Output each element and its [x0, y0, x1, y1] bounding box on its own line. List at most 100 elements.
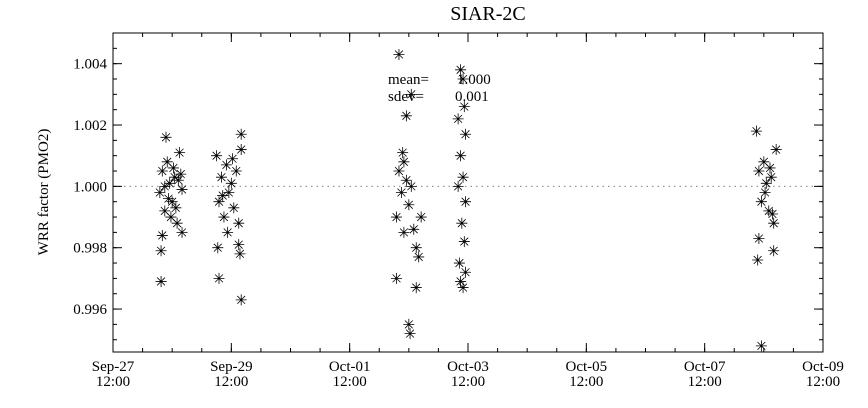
chart-title: SIAR-2C	[450, 3, 526, 25]
data-point	[235, 144, 247, 156]
data-point	[457, 282, 469, 294]
sdev-label: sdev=	[388, 89, 424, 105]
data-point	[403, 318, 415, 330]
x-tick-date: Sep-27	[92, 359, 135, 375]
x-tick-date: Sep-29	[210, 359, 253, 375]
data-point	[460, 128, 472, 140]
data-point	[457, 171, 469, 183]
data-point	[155, 275, 167, 287]
data-point	[233, 217, 245, 229]
data-point	[167, 162, 179, 174]
data-point	[753, 233, 765, 245]
data-point	[415, 211, 427, 223]
data-point	[391, 211, 403, 223]
data-point	[160, 131, 172, 143]
data-point	[172, 174, 184, 186]
data-point	[760, 177, 772, 189]
data-point	[453, 257, 465, 269]
data-point	[220, 159, 232, 171]
data-point	[176, 183, 188, 195]
data-point	[156, 229, 168, 241]
data-point	[755, 196, 767, 208]
x-tick-time: 12:00	[451, 374, 485, 390]
data-point	[395, 187, 407, 198]
mean-label: mean=	[388, 72, 429, 88]
data-point	[750, 125, 762, 137]
data-point	[456, 217, 468, 229]
x-tick-date: Oct-05	[566, 359, 608, 375]
data-point	[398, 226, 410, 238]
data-point	[217, 190, 229, 202]
data-point	[222, 226, 234, 238]
data-point	[213, 272, 225, 284]
data-point	[159, 180, 171, 192]
data-point	[455, 275, 467, 287]
data-point	[768, 217, 780, 229]
sdev-value: 0.001	[455, 89, 489, 105]
y-tick-label: 0.996	[73, 302, 107, 318]
data-point	[171, 217, 183, 229]
y-tick-label: 1.004	[73, 57, 107, 73]
data-point	[400, 174, 412, 186]
x-tick-time: 12:00	[806, 374, 840, 390]
data-point	[765, 171, 777, 183]
data-point	[408, 223, 420, 235]
data-point	[159, 205, 171, 217]
data-point	[165, 211, 177, 223]
data-point	[460, 266, 472, 278]
data-point	[174, 147, 186, 159]
data-point	[400, 110, 412, 122]
data-point	[162, 193, 174, 205]
data-point	[397, 147, 409, 159]
data-point	[753, 165, 765, 177]
data-point	[764, 162, 776, 174]
data-point	[413, 251, 425, 263]
x-tick-time: 12:00	[688, 374, 722, 390]
data-point	[403, 199, 415, 211]
data-point	[452, 113, 464, 125]
x-tick-time: 12:00	[333, 374, 367, 390]
data-point	[752, 254, 764, 266]
data-point	[225, 177, 237, 189]
data-point	[156, 165, 168, 177]
data-point	[164, 177, 176, 189]
data-point	[211, 150, 223, 162]
data-point	[215, 171, 227, 183]
data-point	[755, 340, 767, 352]
data-point	[458, 101, 470, 113]
data-point	[398, 156, 410, 168]
data-point	[235, 294, 247, 306]
y-tick-label: 1.000	[73, 179, 107, 195]
y-tick-label: 1.002	[73, 118, 107, 134]
data-point	[768, 245, 780, 257]
data-point	[234, 248, 246, 260]
data-point	[169, 171, 181, 183]
data-point	[763, 205, 775, 217]
data-point	[410, 282, 422, 294]
data-point	[404, 328, 416, 340]
data-point	[455, 150, 467, 162]
data-point	[455, 64, 467, 76]
data-point	[166, 196, 178, 208]
x-tick-time: 12:00	[96, 374, 130, 390]
data-point	[154, 187, 166, 198]
data-point	[176, 226, 188, 238]
x-tick-date: Oct-09	[802, 359, 844, 375]
data-point	[228, 202, 240, 214]
data-point	[410, 242, 422, 254]
data-point	[161, 156, 173, 168]
x-tick-date: Oct-01	[329, 359, 371, 375]
y-axis-label: WRR factor (PMO2)	[36, 129, 52, 256]
data-point	[766, 208, 778, 220]
stats-annotation: mean= 1.000 sdev= 0.001	[388, 72, 491, 105]
data-point	[223, 187, 235, 198]
data-point	[457, 73, 469, 85]
data-point	[758, 156, 770, 168]
data-point	[393, 48, 405, 60]
data-point	[770, 144, 782, 156]
x-tick-time: 12:00	[569, 374, 603, 390]
data-point	[759, 187, 771, 198]
data-point	[405, 180, 417, 192]
data-point	[393, 165, 405, 177]
y-tick-label: 0.998	[73, 241, 107, 257]
